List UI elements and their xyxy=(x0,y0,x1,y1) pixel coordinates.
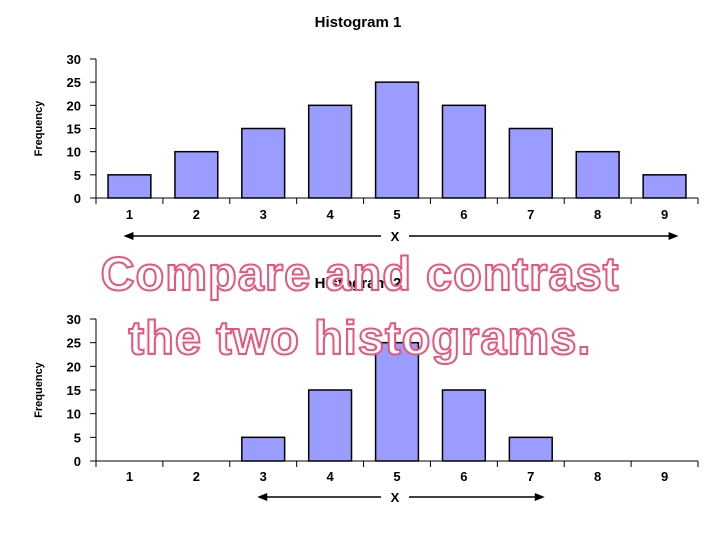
histogram-bar xyxy=(374,81,420,199)
x-tick-label: 8 xyxy=(594,207,601,222)
overlay-prompt-line-1: Compare and contrast xyxy=(100,247,620,301)
x-tick-label: 2 xyxy=(193,207,200,222)
histogram-1: Histogram 1 Frequency 0 5 10 15 20 25 30 1 2 3 4 5 6 7 8… xyxy=(33,14,699,244)
histogram-bar xyxy=(107,174,152,199)
overlay-prompt-line-2: the two histograms. xyxy=(128,311,592,365)
x-tick-label: 1 xyxy=(126,207,133,222)
histogram-bar xyxy=(642,174,687,199)
histogram-bar xyxy=(508,127,553,199)
x-tick-label: 2 xyxy=(193,469,200,484)
y-tick-label: 30 xyxy=(67,52,81,67)
y-axis-label: Frequency xyxy=(33,361,45,418)
x-axis-label: X xyxy=(391,490,400,505)
x-axis-label: X xyxy=(391,229,400,244)
histogram-bar xyxy=(374,341,420,462)
histogram-bar xyxy=(441,389,487,462)
y-tick-label: 5 xyxy=(74,430,81,445)
x-tick-label: 6 xyxy=(460,207,467,222)
y-tick-label: 10 xyxy=(67,145,81,160)
x-tick-label: 4 xyxy=(326,207,334,222)
x-tick-label: 3 xyxy=(260,469,267,484)
y-tick-label: 0 xyxy=(74,454,81,469)
histogram-bar xyxy=(307,389,353,462)
histogram-bar xyxy=(174,150,219,199)
x-tick-label: 7 xyxy=(527,469,534,484)
x-tick-label: 9 xyxy=(661,469,668,484)
chart-title: Histogram 2 xyxy=(315,275,402,292)
x-tick-label: 5 xyxy=(393,469,400,484)
y-tick-label: 10 xyxy=(67,407,81,422)
arrowhead-left-icon xyxy=(257,493,268,501)
histogram-2: Histogram 2 Frequency 0 5 10 15 20 25 30 1 2 3 4 5 6 7 8… xyxy=(33,275,699,505)
histogram-bar xyxy=(307,104,353,199)
histogram-bar xyxy=(241,127,286,199)
histogram-bar xyxy=(508,436,553,462)
y-tick-label: 15 xyxy=(67,383,81,398)
x-tick-label: 4 xyxy=(326,469,334,484)
y-tick-label: 0 xyxy=(74,191,81,206)
arrowhead-right-icon xyxy=(534,493,545,501)
y-tick-label: 20 xyxy=(67,359,81,374)
x-tick-label: 8 xyxy=(594,469,601,484)
y-tick-label: 25 xyxy=(67,75,81,90)
arrowhead-left-icon xyxy=(123,232,134,240)
x-tick-label: 9 xyxy=(661,207,668,222)
histogram-bar xyxy=(575,150,620,199)
arrowhead-right-icon xyxy=(668,232,679,240)
y-axis-label: Frequency xyxy=(33,100,45,157)
x-tick-label: 3 xyxy=(260,207,267,222)
x-tick-label: 5 xyxy=(393,207,400,222)
y-tick-label: 20 xyxy=(67,98,81,113)
y-tick-label: 15 xyxy=(67,122,81,137)
x-tick-label: 7 xyxy=(527,207,534,222)
x-tick-label: 1 xyxy=(126,469,133,484)
y-tick-label: 25 xyxy=(67,336,81,351)
y-tick-label: 30 xyxy=(67,312,81,327)
y-tick-label: 5 xyxy=(74,168,81,183)
chart-title: Histogram 1 xyxy=(315,14,402,31)
histogram-bar xyxy=(241,436,286,462)
histogram-bar xyxy=(441,104,487,199)
x-tick-label: 6 xyxy=(460,469,467,484)
